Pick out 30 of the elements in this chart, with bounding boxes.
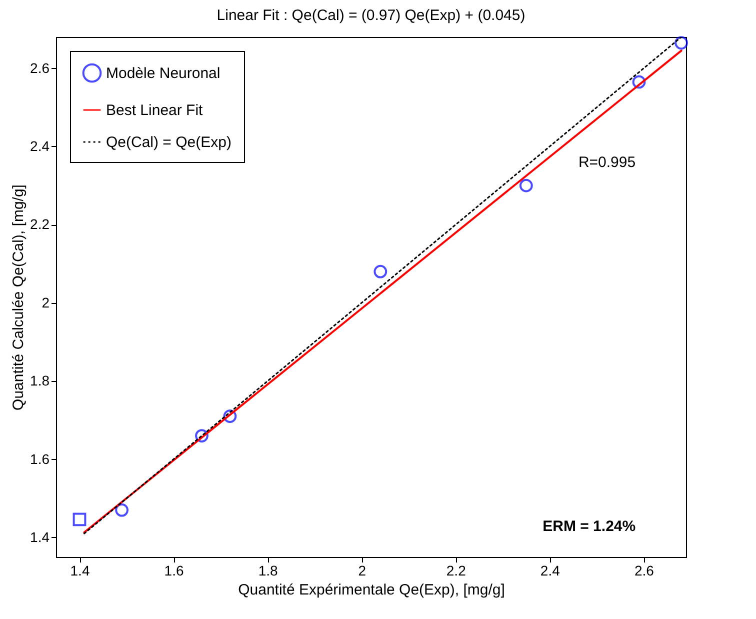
chart-title: Linear Fit : Qe(Cal) = (0.97) Qe(Exp) + (0.045) xyxy=(216,7,526,24)
x-tick-label: 1.4 xyxy=(70,562,90,578)
annotation: ERM = 1.24% xyxy=(542,518,636,535)
y-tick-label: 1.6 xyxy=(30,450,50,467)
y-axis-title: Quantité Calculée Qe(Cal), [mg/g] xyxy=(10,184,28,410)
legend-label: Best Linear Fit xyxy=(106,102,204,119)
point xyxy=(674,36,688,50)
y-tick-label: 2 xyxy=(42,294,50,310)
x-tick-label: 2.4 xyxy=(540,562,560,578)
y-tick-label: 2.2 xyxy=(30,216,50,232)
x-tick-label: 1.6 xyxy=(164,562,184,578)
point xyxy=(519,178,533,192)
x-tick-label: 2.2 xyxy=(446,562,466,578)
legend-label: Modèle Neuronal xyxy=(106,65,220,82)
x-tick-label: 1.8 xyxy=(258,562,278,578)
legend-label: Qe(Cal) = Qe(Exp) xyxy=(106,134,232,151)
point xyxy=(72,512,86,526)
x-axis-title: Quantité Expérimentale Qe(Exp), [mg/g] xyxy=(238,582,505,598)
y-tick-label: 1.4 xyxy=(30,528,50,545)
y-tick-label: 1.8 xyxy=(30,372,50,389)
point xyxy=(374,264,388,278)
x-tick-label: 2.6 xyxy=(634,562,654,578)
point xyxy=(195,429,208,442)
y-tick-label: 2.6 xyxy=(30,60,50,76)
point xyxy=(115,503,129,517)
point xyxy=(632,75,646,89)
y-tick-label: 2.4 xyxy=(30,138,50,154)
x-tick-label: 2 xyxy=(358,562,366,578)
annotation: R=0.995 xyxy=(578,154,636,171)
point xyxy=(223,410,237,423)
